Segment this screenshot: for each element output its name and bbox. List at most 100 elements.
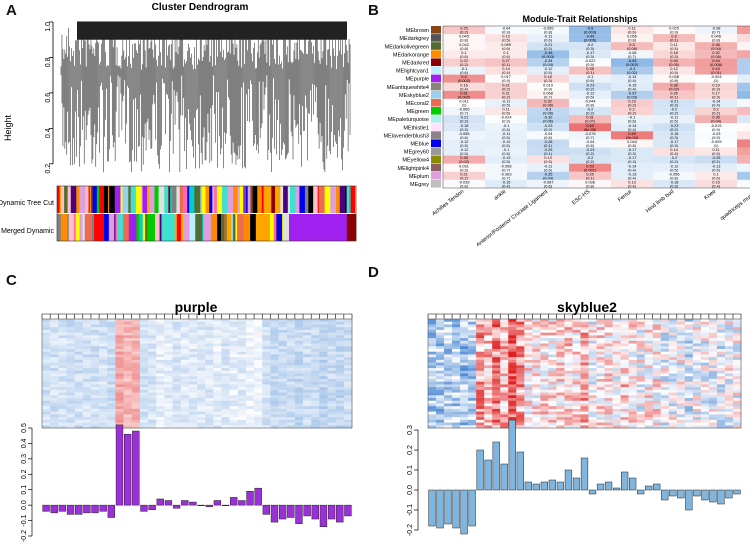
- expression-cell: [716, 365, 726, 369]
- expression-cell: [524, 398, 533, 402]
- expression-cell: [724, 335, 734, 339]
- expression-cell: [484, 368, 493, 372]
- expression-cell: [540, 387, 549, 391]
- expression-cell: [444, 373, 453, 377]
- expression-cell: [572, 370, 581, 374]
- expression-cell: [652, 403, 662, 407]
- expression-cell: [500, 324, 509, 328]
- expression-cell: [692, 373, 702, 377]
- expression-cell: [180, 319, 190, 323]
- expression-cell: [660, 362, 670, 366]
- expression-cell: [90, 395, 100, 399]
- expression-cell: [580, 329, 589, 333]
- expression-cell: [180, 357, 190, 361]
- expression-cell: [588, 419, 597, 423]
- cell-pvalue: (0.6): [502, 46, 511, 51]
- cell-correlation: 0.21: [460, 171, 468, 176]
- expression-cell: [270, 417, 279, 421]
- expression-cell: [229, 403, 239, 407]
- expression-cell: [172, 381, 181, 385]
- expression-cell: [724, 346, 734, 350]
- expression-cell: [484, 373, 493, 377]
- expression-cell: [74, 411, 84, 415]
- expression-cell: [82, 357, 92, 361]
- expression-cell: [164, 319, 173, 323]
- expression-cell: [500, 332, 509, 336]
- expression-cell: [164, 408, 173, 412]
- expression-cell: [628, 408, 637, 412]
- expression-cell: [484, 419, 493, 423]
- expression-cell: [524, 395, 533, 399]
- expression-cell: [668, 340, 678, 344]
- expression-cell: [245, 359, 255, 363]
- expression-cell: [303, 400, 312, 404]
- expression-cell: [636, 400, 645, 404]
- heatmap-cell: [569, 42, 611, 51]
- expression-cell: [660, 376, 670, 380]
- expression-cell: [343, 338, 353, 342]
- expression-cell: [564, 403, 573, 407]
- expression-cell: [139, 414, 149, 418]
- expression-cell: [262, 376, 271, 380]
- expression-cell: [484, 346, 493, 350]
- expression-cell: [205, 370, 214, 374]
- expression-cell: [460, 351, 469, 355]
- expression-cell: [660, 395, 670, 399]
- expression-cell: [620, 400, 629, 404]
- expression-cell: [676, 376, 686, 380]
- expression-cell: [716, 329, 726, 333]
- expression-cell: [444, 335, 453, 339]
- cell-pvalue: (0.6): [628, 119, 637, 124]
- expression-cell: [684, 414, 694, 418]
- expression-cell: [540, 417, 549, 421]
- cell-correlation: -0.17: [670, 139, 679, 144]
- expression-cell: [652, 408, 662, 412]
- cell-correlation: 0.12: [670, 66, 678, 71]
- expression-cell: [82, 419, 92, 423]
- cell-correlation: 0.18: [670, 50, 678, 55]
- heatmap-cell: [611, 171, 653, 180]
- expression-cell: [636, 332, 645, 336]
- expression-cell: [708, 327, 718, 331]
- expression-cell: [139, 384, 149, 388]
- expression-cell: [294, 373, 304, 377]
- cell-pvalue: (0.8): [544, 30, 553, 35]
- expression-cell: [156, 324, 165, 328]
- cell-pvalue: (0.2): [670, 111, 679, 116]
- expression-cell: [532, 348, 541, 352]
- cell-correlation: -0.024: [500, 115, 512, 120]
- expression-cell: [262, 365, 271, 369]
- expression-cell: [484, 387, 493, 391]
- expression-cell: [716, 338, 726, 342]
- expression-cell: [532, 387, 541, 391]
- expression-cell: [564, 354, 573, 358]
- expression-cell: [572, 335, 581, 339]
- expression-cell: [131, 422, 141, 426]
- expression-cell: [221, 370, 230, 374]
- expression-cell: [436, 340, 445, 344]
- expression-cell: [99, 368, 108, 372]
- expression-cell: [636, 395, 645, 399]
- expression-cell: [548, 392, 557, 396]
- expression-cell: [668, 354, 678, 358]
- expression-cell: [294, 321, 304, 325]
- expression-cell: [82, 425, 92, 429]
- expression-cell: [180, 335, 190, 339]
- expression-cell: [700, 329, 710, 333]
- expression-cell: [90, 414, 100, 418]
- expression-cell: [652, 406, 662, 410]
- dynamic-module-color: [283, 186, 289, 213]
- expression-cell: [42, 417, 51, 421]
- expression-cell: [343, 408, 353, 412]
- purple-eigengene-bars: [42, 424, 352, 527]
- expression-cell: [229, 408, 239, 412]
- expression-cell: [684, 373, 694, 377]
- expression-cell: [319, 343, 328, 347]
- expression-cell: [294, 381, 304, 385]
- expression-cell: [636, 335, 645, 339]
- expression-cell: [548, 425, 557, 429]
- expression-cell: [620, 387, 629, 391]
- expression-cell: [700, 359, 710, 363]
- expression-cell: [303, 351, 312, 355]
- expression-cell: [237, 400, 247, 404]
